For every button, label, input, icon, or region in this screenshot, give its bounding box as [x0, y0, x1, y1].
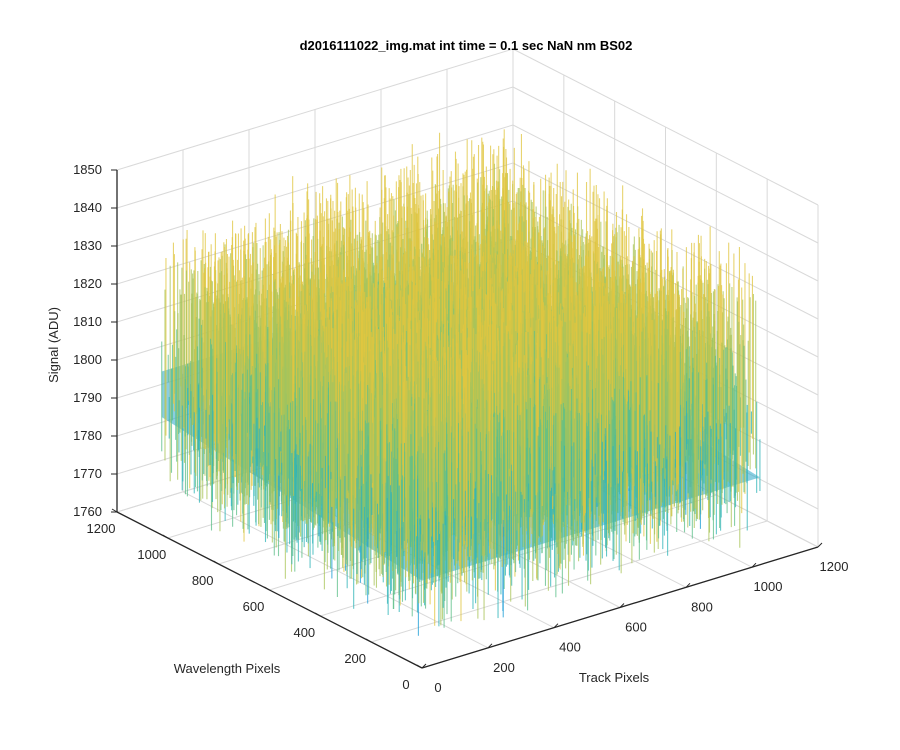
floor-grid-line-y [371, 520, 768, 643]
back-wall-grid-line [116, 86, 514, 209]
side-wall-grid-line [512, 86, 819, 244]
back-wall-grid-line [116, 48, 514, 171]
surface-data [161, 129, 761, 636]
back-wall-grid-line [116, 124, 514, 247]
side-wall-grid-line [512, 124, 819, 282]
side-wall-grid-line [512, 48, 819, 206]
side-wall-grid-line [512, 162, 819, 320]
